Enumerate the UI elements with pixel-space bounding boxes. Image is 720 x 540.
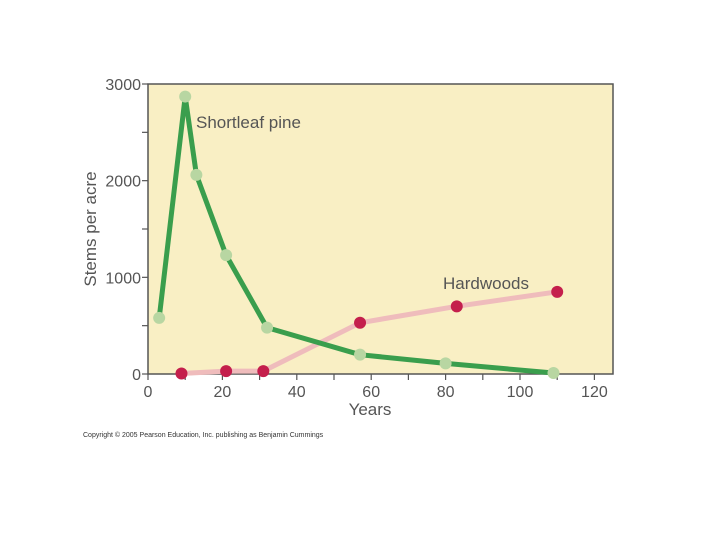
data-point-hardwoods <box>257 365 270 378</box>
series-layer <box>153 90 564 380</box>
data-point-shortleaf-pine <box>179 90 192 103</box>
x-tick-label: 120 <box>581 384 608 401</box>
series-line-shortleaf-pine <box>156 94 556 376</box>
x-tick-label: 80 <box>437 384 455 401</box>
x-tick-label: 20 <box>214 384 232 401</box>
data-point-shortleaf-pine <box>190 168 203 181</box>
y-tick-label: 2000 <box>105 174 141 191</box>
data-point-shortleaf-pine <box>153 311 166 324</box>
y-axis-title: Stems per acre <box>81 171 100 286</box>
data-point-hardwoods <box>220 365 233 378</box>
data-point-shortleaf-pine <box>261 321 274 334</box>
series-shortleaf-pine <box>153 90 560 380</box>
data-point-shortleaf-pine <box>547 367 560 380</box>
data-point-hardwoods <box>175 367 188 380</box>
y-tick-label: 1000 <box>105 270 141 287</box>
x-tick-label: 60 <box>362 384 380 401</box>
data-point-hardwoods <box>450 300 463 313</box>
series-label-hardwoods: Hardwoods <box>443 274 529 293</box>
series-line-hardwoods <box>179 289 560 376</box>
y-tick-label: 3000 <box>105 77 141 94</box>
data-point-hardwoods <box>354 316 367 329</box>
x-axis: 0 20 40 60 80 100 120 <box>144 374 608 401</box>
x-axis-title: Years <box>349 400 392 419</box>
y-tick-label: 0 <box>132 367 141 384</box>
series-hardwoods <box>175 285 564 380</box>
series-label-shortleaf-pine: Shortleaf pine <box>196 113 301 132</box>
data-point-hardwoods <box>551 285 564 298</box>
data-point-shortleaf-pine <box>220 249 233 262</box>
x-tick-label: 0 <box>144 384 153 401</box>
x-tick-label: 40 <box>288 384 306 401</box>
y-axis: 0 1000 2000 3000 <box>105 77 148 384</box>
x-tick-label: 100 <box>507 384 534 401</box>
data-point-shortleaf-pine <box>354 348 367 361</box>
plot-area <box>147 83 614 375</box>
data-point-shortleaf-pine <box>439 357 452 370</box>
copyright-notice: Copyright © 2005 Pearson Education, Inc.… <box>83 432 324 439</box>
